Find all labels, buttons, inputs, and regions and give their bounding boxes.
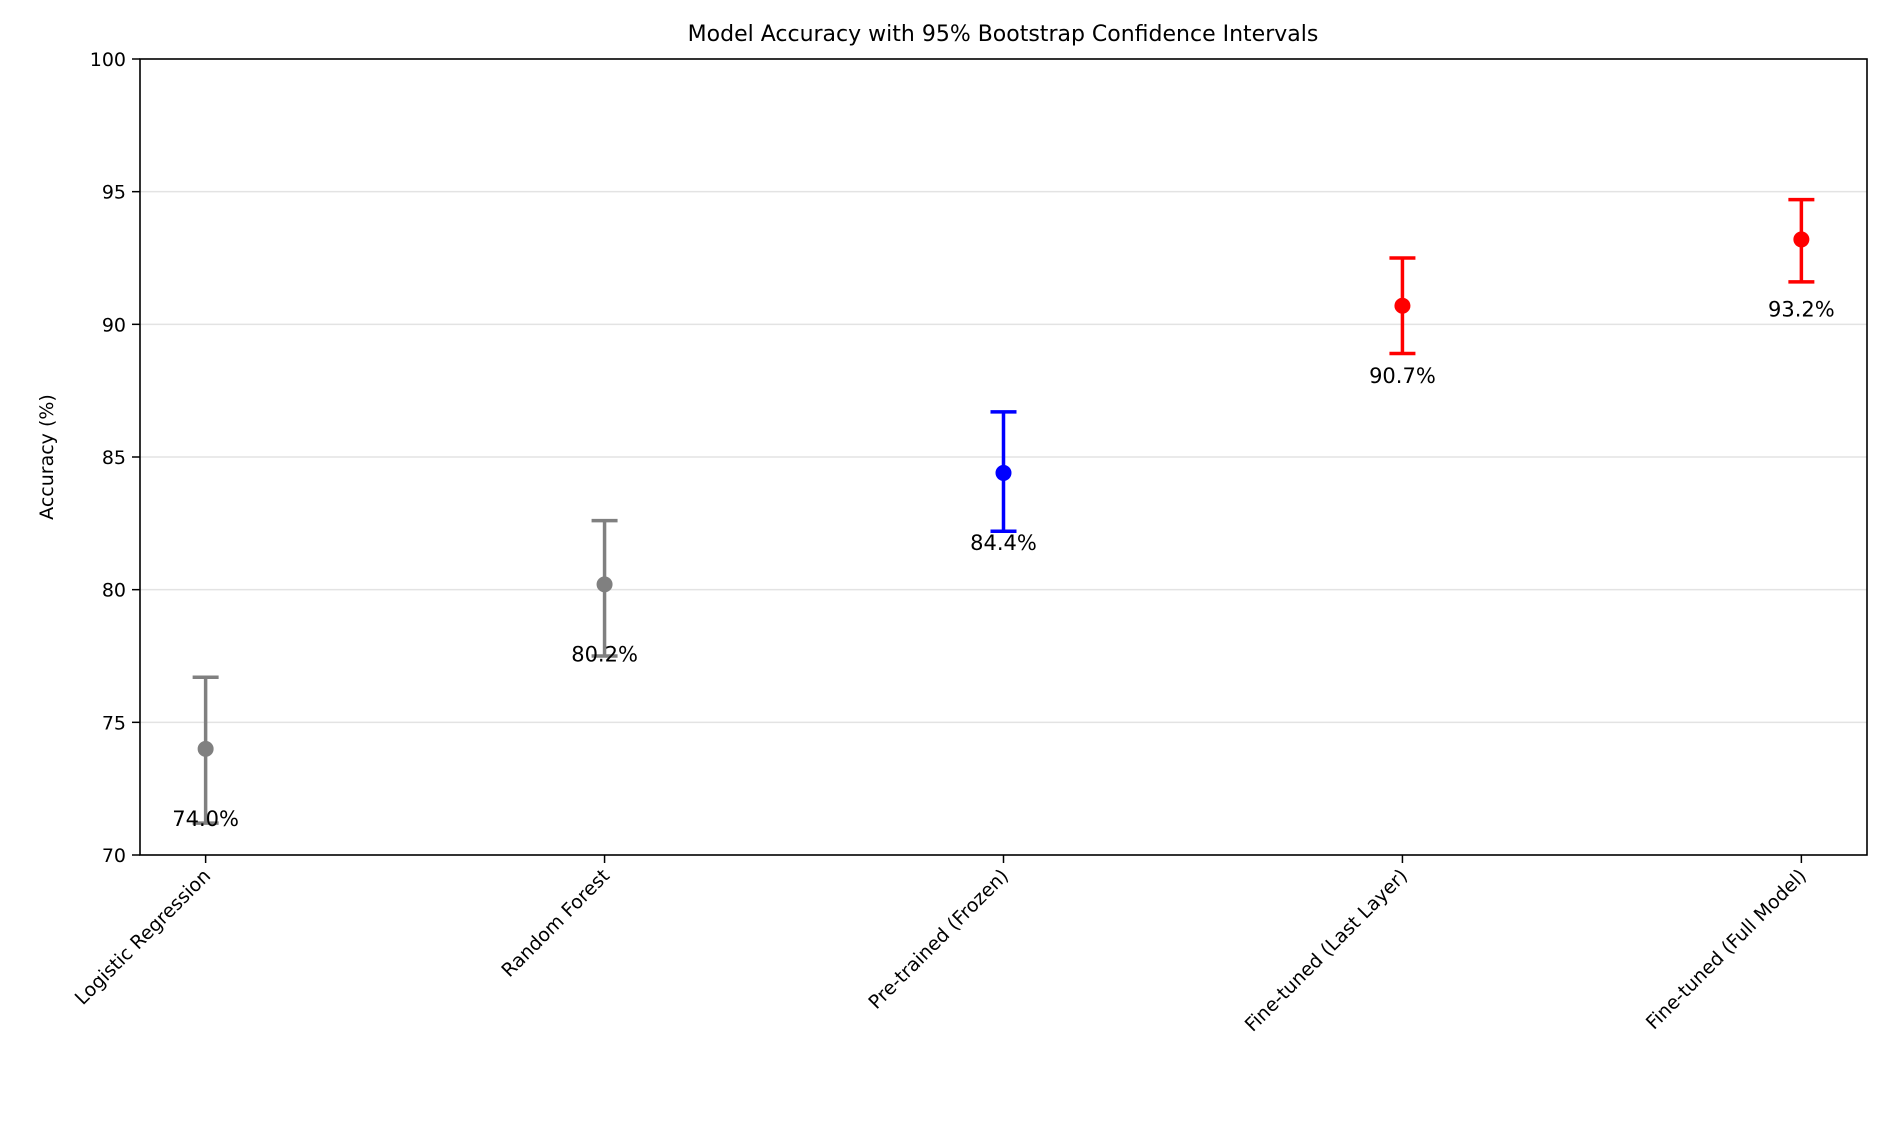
y-tick-label: 100 (90, 49, 126, 71)
y-tick-label: 90 (102, 314, 126, 336)
data-label: 80.2% (571, 642, 638, 666)
x-tick-label: Fine-tuned (Last Layer) (1241, 865, 1412, 1036)
data-label: 84.4% (970, 531, 1037, 555)
data-point (1394, 297, 1411, 314)
data-label: 74.0% (172, 807, 239, 831)
data-label: 93.2% (1768, 297, 1835, 321)
axes: 70 75 80 85 90 95 100 Logistic Regression Random… (71, 49, 1811, 1036)
y-tick-label: 85 (102, 447, 126, 469)
marks: 74.0% 80.2% 84.4% 90.7% 93.2% (172, 197, 1835, 831)
data-point (596, 576, 613, 593)
x-tick-label: Fine-tuned (Full Model) (1642, 865, 1811, 1034)
chart-title: Model Accuracy with 95% Bootstrap Confid… (688, 22, 1319, 47)
data-point (995, 464, 1012, 481)
y-tick-label: 75 (102, 712, 126, 734)
y-axis-label: Accuracy (%) (36, 394, 58, 520)
x-tick-label: Pre-trained (Frozen) (864, 865, 1013, 1014)
y-tick-label: 70 (102, 845, 126, 867)
data-label: 90.7% (1369, 364, 1436, 388)
y-tick-label: 95 (102, 182, 126, 204)
data-point (197, 740, 214, 757)
x-tick-label: Random Forest (497, 865, 614, 982)
data-point (1793, 231, 1810, 248)
y-tick-label: 80 (102, 580, 126, 602)
x-tick-label: Logistic Regression (71, 865, 215, 1009)
